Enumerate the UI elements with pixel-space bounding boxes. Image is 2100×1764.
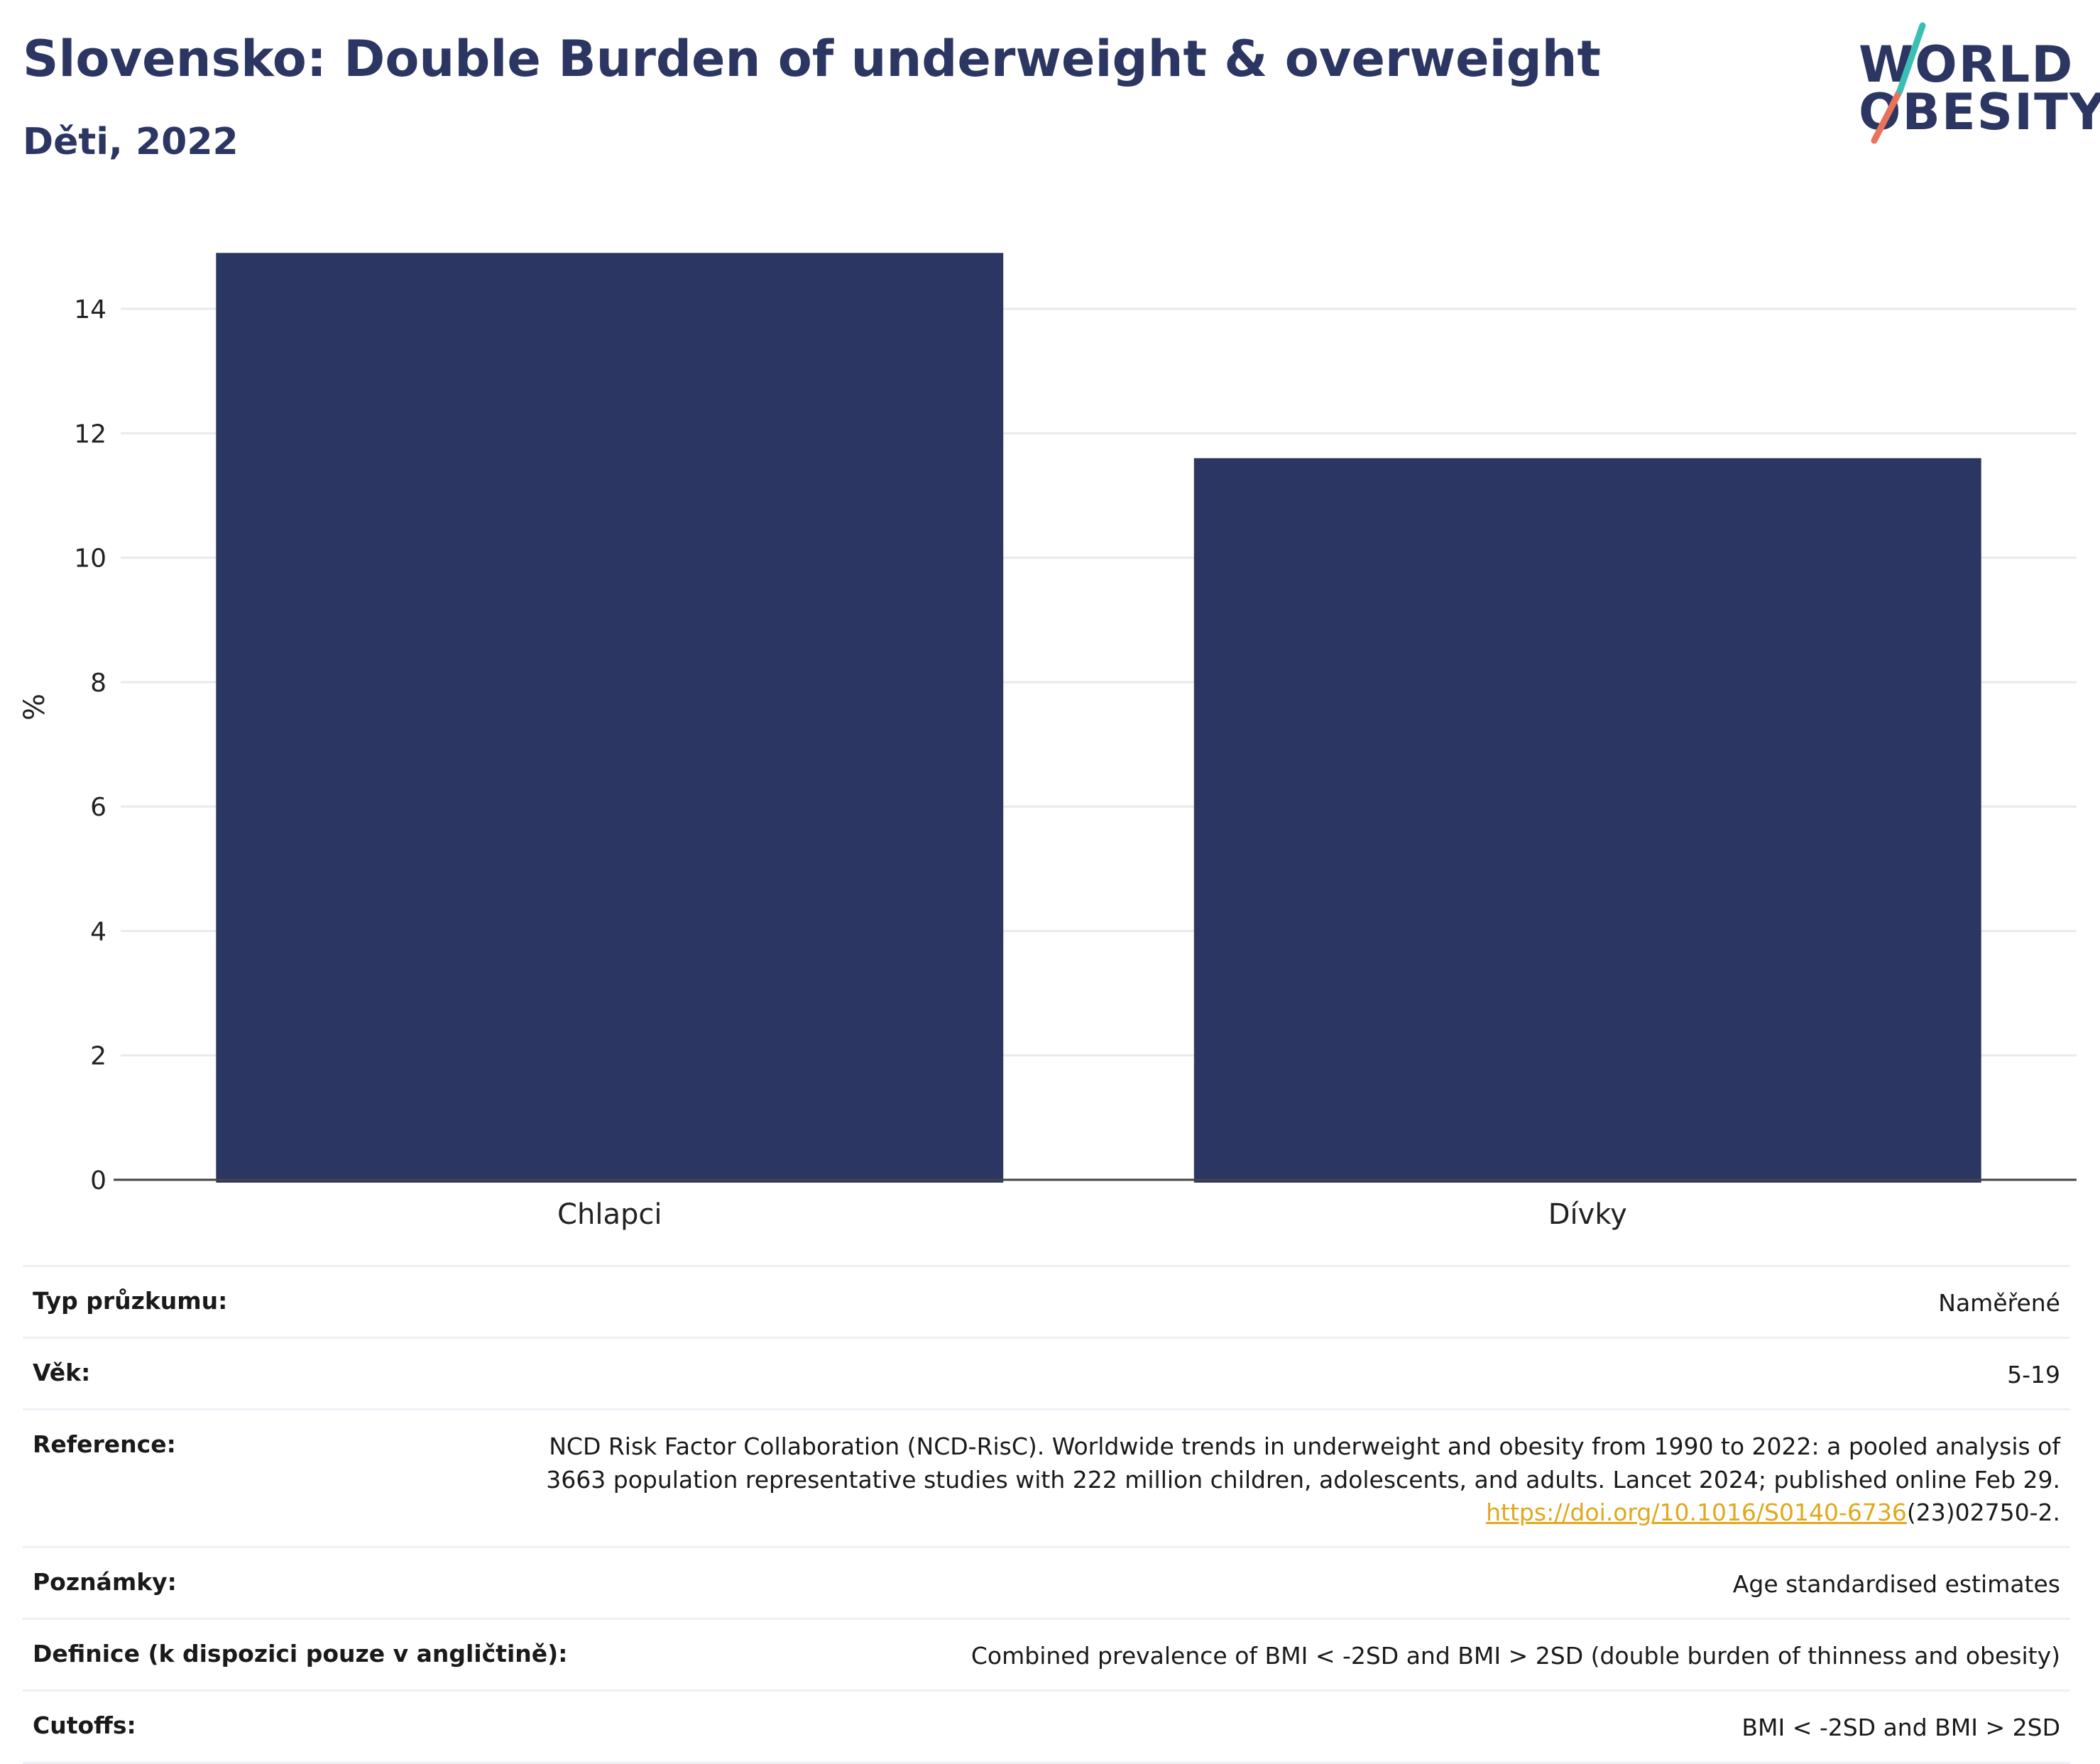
chart-subtitle: Děti, 2022: [23, 121, 239, 163]
meta-label: Věk:: [33, 1359, 91, 1387]
x-tick-labels: Chlapci Dívky: [557, 1198, 1627, 1231]
world-obesity-logo: WORLD OBESITY: [1846, 20, 2100, 155]
meta-label: Poznámky:: [33, 1567, 177, 1596]
y-axis-label: %: [18, 694, 51, 721]
bar-chart: 0 2 4 6 8 10 12 14 Chlapci Dívky %: [18, 253, 2077, 1231]
chart-title: Slovensko: Double Burden of underweight …: [23, 30, 1601, 88]
meta-row-survey-type: Typ průzkumu: Naměřené: [23, 1265, 2070, 1337]
y-tick-labels: 0 2 4 6 8 10 12 14: [74, 295, 106, 1195]
reference-doi-suffix: (23)02750-2.: [1906, 1498, 2060, 1526]
meta-label: Definice (k dispozici pouze v angličtině…: [33, 1640, 568, 1668]
y-tick-label: 2: [90, 1042, 106, 1071]
meta-value: NCD Risk Factor Collaboration (NCD-RisC)…: [546, 1430, 2060, 1529]
y-tick-label: 12: [74, 420, 106, 449]
meta-label: Typ průzkumu:: [33, 1287, 228, 1315]
reference-text-line1: NCD Risk Factor Collaboration (NCD-RisC)…: [549, 1432, 2060, 1461]
meta-value: Naměřené: [1938, 1289, 2060, 1317]
meta-label: Cutoffs:: [33, 1711, 136, 1740]
x-tick-label: Dívky: [1548, 1198, 1627, 1231]
meta-row-reference: Reference: NCD Risk Factor Collaboration…: [23, 1408, 2070, 1546]
meta-value: BMI < -2SD and BMI > 2SD: [1741, 1714, 2060, 1742]
meta-row-definition: Definice (k dispozici pouze v angličtině…: [23, 1618, 2070, 1689]
meta-value: Age standardised estimates: [1732, 1569, 2060, 1598]
reference-text-line2: 3663 population representative studies w…: [546, 1465, 2060, 1494]
bar-chlapci: [216, 253, 1004, 1183]
y-tick-label: 8: [90, 669, 106, 698]
metadata-table: Typ průzkumu: Naměřené Věk: 5-19 Referen…: [23, 1265, 2070, 1764]
logo-word-world: WORLD: [1859, 35, 2074, 94]
x-tick-label: Chlapci: [557, 1198, 662, 1231]
y-tick-label: 0: [90, 1166, 106, 1195]
reference-doi-link[interactable]: https://doi.org/10.1016/S0140-6736: [1486, 1498, 1907, 1526]
bar-dívky: [1193, 458, 1981, 1183]
meta-value: Combined prevalence of BMI < -2SD and BM…: [970, 1642, 2060, 1670]
y-tick-label: 14: [74, 295, 106, 324]
meta-value: 5-19: [2007, 1361, 2060, 1389]
y-tick-label: 6: [90, 793, 106, 822]
meta-label: Reference:: [33, 1430, 176, 1459]
meta-row-cutoffs: Cutoffs: BMI < -2SD and BMI > 2SD: [23, 1689, 2070, 1764]
y-tick-label: 10: [74, 544, 106, 574]
logo-slash-icon: [1871, 22, 1926, 144]
meta-row-age: Věk: 5-19: [23, 1337, 2070, 1408]
y-tick-label: 4: [90, 917, 106, 946]
meta-row-notes: Poznámky: Age standardised estimates: [23, 1545, 2070, 1618]
bars: [216, 253, 1981, 1183]
